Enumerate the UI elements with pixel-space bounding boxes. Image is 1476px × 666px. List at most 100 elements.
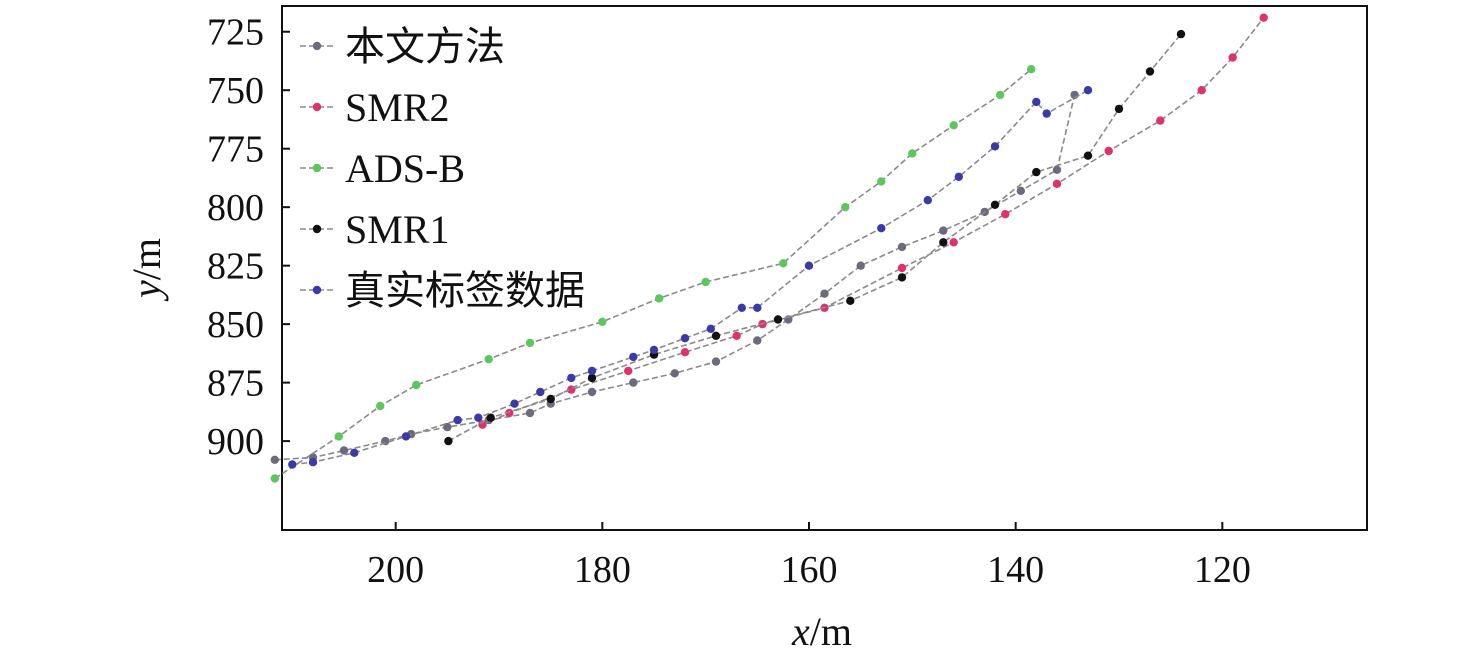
data-point bbox=[711, 331, 721, 340]
series-3 bbox=[270, 65, 1036, 483]
data-point bbox=[624, 366, 633, 376]
x-tick-label: 200 bbox=[367, 549, 424, 591]
legend-label: 真实标签数据 bbox=[345, 268, 585, 313]
y-tick-label: 800 bbox=[207, 187, 264, 229]
data-point bbox=[732, 331, 741, 340]
y-axis-ticks: 725 750 775 800 825 850 875 900 bbox=[207, 12, 290, 463]
data-point bbox=[753, 303, 762, 312]
data-point bbox=[1176, 29, 1186, 39]
data-point bbox=[339, 446, 349, 455]
series-layer bbox=[270, 13, 1268, 483]
legend-marker bbox=[312, 41, 322, 51]
data-point bbox=[706, 324, 715, 333]
data-point bbox=[779, 259, 788, 268]
legend-marker bbox=[312, 224, 322, 234]
data-point bbox=[1156, 116, 1165, 125]
data-point bbox=[908, 149, 917, 158]
x-tick-label: 120 bbox=[1194, 549, 1251, 591]
legend: 本文方法 SMR2 ADS-B SMR1 真实标签数据 bbox=[300, 24, 585, 313]
data-point bbox=[505, 408, 514, 418]
series-line bbox=[274, 68, 1032, 480]
y-tick-label: 775 bbox=[207, 129, 264, 171]
data-point bbox=[655, 294, 664, 303]
data-point bbox=[1042, 109, 1051, 118]
legend-label: SMR1 bbox=[345, 207, 450, 252]
data-point bbox=[270, 455, 279, 464]
legend-label: ADS-B bbox=[345, 146, 465, 191]
data-point bbox=[1259, 13, 1268, 22]
y-tick-label: 825 bbox=[207, 246, 264, 288]
data-point bbox=[1032, 97, 1041, 107]
x-tick-label: 180 bbox=[574, 549, 631, 591]
plot-frame bbox=[281, 5, 1368, 531]
data-point bbox=[525, 338, 535, 348]
legend-item: 本文方法 bbox=[300, 24, 505, 69]
data-point bbox=[484, 355, 493, 364]
data-point bbox=[567, 373, 576, 383]
data-point bbox=[990, 200, 1000, 209]
data-point bbox=[711, 357, 721, 366]
x-tick-label: 140 bbox=[987, 549, 1044, 591]
data-point bbox=[587, 366, 597, 376]
data-point bbox=[841, 203, 850, 212]
series-4 bbox=[444, 29, 1186, 446]
data-point bbox=[474, 413, 483, 422]
data-point bbox=[1083, 151, 1093, 160]
data-point bbox=[996, 90, 1005, 100]
data-point bbox=[598, 317, 607, 326]
x-axis-label: x/m bbox=[791, 609, 852, 654]
data-point bbox=[1032, 167, 1041, 177]
data-point bbox=[1052, 179, 1062, 188]
data-point bbox=[1016, 186, 1025, 195]
data-point bbox=[939, 238, 948, 247]
series-line bbox=[292, 89, 1089, 466]
data-point bbox=[1001, 210, 1010, 219]
data-point bbox=[270, 474, 279, 483]
data-point bbox=[376, 401, 385, 411]
data-point bbox=[1197, 86, 1206, 95]
data-point bbox=[954, 172, 963, 181]
legend-item: 真实标签数据 bbox=[300, 268, 585, 313]
data-point bbox=[701, 277, 710, 287]
legend-label: SMR2 bbox=[345, 85, 450, 130]
data-point bbox=[680, 348, 690, 357]
series-line bbox=[448, 33, 1182, 442]
data-point bbox=[288, 460, 297, 469]
data-point bbox=[877, 224, 886, 233]
data-point bbox=[334, 432, 343, 441]
data-point bbox=[949, 238, 958, 247]
data-point bbox=[1052, 165, 1062, 174]
data-point bbox=[546, 394, 555, 404]
data-point bbox=[510, 399, 519, 408]
data-point bbox=[897, 273, 907, 282]
series-5 bbox=[288, 86, 1093, 469]
data-point bbox=[587, 373, 597, 383]
data-point bbox=[444, 436, 453, 446]
data-point bbox=[680, 334, 690, 343]
data-point bbox=[350, 448, 359, 457]
y-tick-label: 900 bbox=[207, 421, 264, 463]
data-point bbox=[949, 121, 958, 130]
data-point bbox=[629, 378, 638, 387]
y-tick-label: 850 bbox=[207, 304, 264, 346]
data-point bbox=[877, 177, 886, 186]
data-point bbox=[1145, 67, 1155, 76]
legend-item: SMR1 bbox=[300, 207, 450, 252]
data-point bbox=[1083, 86, 1093, 95]
x-tick-label: 160 bbox=[781, 549, 838, 591]
legend-marker bbox=[312, 102, 322, 112]
y-tick-label: 875 bbox=[207, 363, 264, 405]
data-point bbox=[846, 296, 855, 305]
y-tick-label: 725 bbox=[207, 12, 264, 54]
data-point bbox=[525, 408, 535, 418]
data-point bbox=[897, 263, 907, 273]
y-tick-label: 750 bbox=[207, 70, 264, 112]
data-point bbox=[939, 226, 948, 235]
data-point bbox=[856, 261, 865, 270]
data-point bbox=[1228, 53, 1237, 62]
data-point bbox=[308, 458, 318, 467]
data-point bbox=[1027, 65, 1036, 74]
data-point bbox=[486, 413, 495, 422]
data-point bbox=[753, 336, 762, 345]
